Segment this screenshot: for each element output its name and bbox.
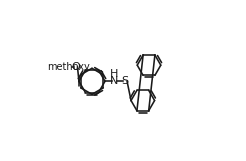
Text: N: N — [110, 76, 119, 86]
Text: H: H — [110, 70, 119, 80]
Text: methoxy: methoxy — [47, 62, 90, 72]
Text: O: O — [72, 62, 80, 72]
Text: S: S — [121, 76, 128, 86]
